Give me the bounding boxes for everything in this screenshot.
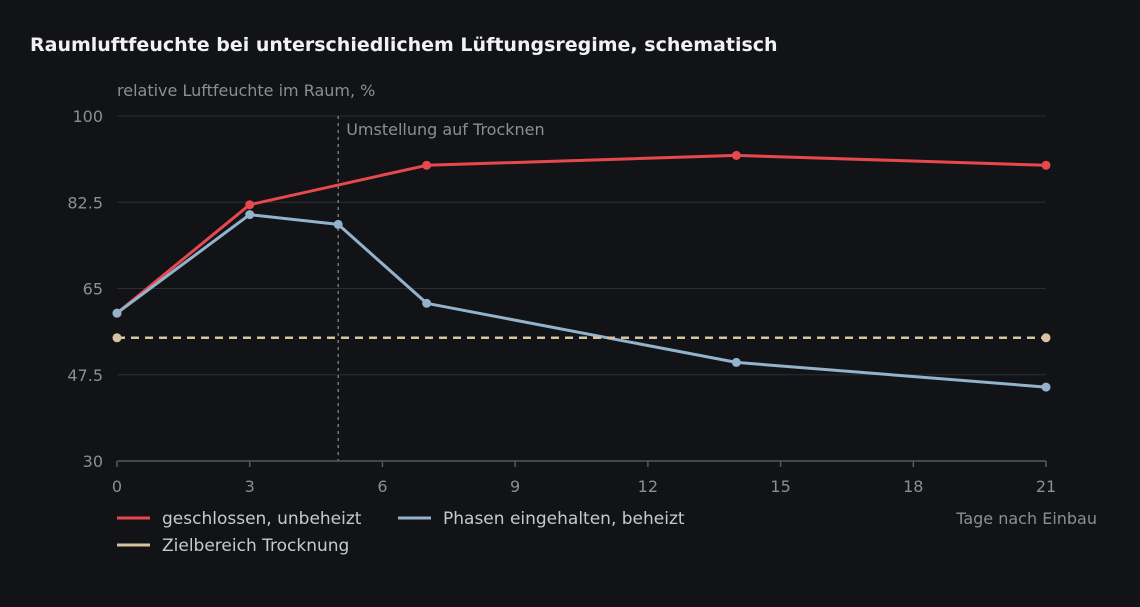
y-tick-label: 30	[83, 452, 103, 471]
data-point-phasen-eingehalten-beheizt	[333, 219, 343, 229]
legend-label: Phasen eingehalten, beheizt	[443, 509, 685, 529]
y-tick-label: 47.5	[67, 366, 103, 385]
x-tick-label: 18	[903, 477, 923, 496]
data-point-geschlossen-unbeheizt	[422, 160, 432, 170]
x-tick-label: 9	[510, 477, 520, 496]
data-point-phasen-eingehalten-beheizt	[1041, 382, 1051, 392]
y-tick-label: 65	[83, 280, 103, 299]
x-tick-label: 6	[377, 477, 387, 496]
data-point-phasen-eingehalten-beheizt	[422, 298, 432, 308]
y-tick-label: 100	[72, 107, 103, 126]
data-point-phasen-eingehalten-beheizt	[112, 308, 122, 318]
legend-item-geschlossen-unbeheizt: geschlossen, unbeheizt	[117, 509, 362, 529]
data-point-geschlossen-unbeheizt	[1041, 160, 1051, 170]
data-point-geschlossen-unbeheizt	[245, 200, 255, 210]
legend-item-phasen-eingehalten-beheizt: Phasen eingehalten, beheizt	[398, 509, 685, 529]
data-point-geschlossen-unbeheizt	[731, 150, 741, 160]
axes: 30 47.5 65 82.5 100 0 3 6 9 12 15 18 21	[67, 107, 1056, 496]
x-axis-label: Tage nach Einbau	[955, 509, 1097, 528]
data-point-zielbereich-trocknung	[1041, 333, 1051, 343]
legend-label: Zielbereich Trocknung	[162, 536, 349, 556]
legend: geschlossen, unbeheizt Phasen eingehalten…	[117, 509, 685, 556]
x-tick-label: 3	[245, 477, 255, 496]
data-point-phasen-eingehalten-beheizt	[245, 210, 255, 220]
grid	[117, 115, 1046, 376]
legend-label: geschlossen, unbeheizt	[162, 509, 362, 529]
legend-item-zielbereich-trocknung: Zielbereich Trocknung	[117, 536, 349, 556]
x-tick-label: 12	[638, 477, 658, 496]
annotation-label: Umstellung auf Trocknen	[346, 120, 544, 139]
x-tick-label: 0	[112, 477, 122, 496]
data-point-phasen-eingehalten-beheizt	[731, 357, 741, 367]
series-line-phasen-eingehalten-beheizt	[115, 213, 1048, 389]
chart-title: Raumluftfeuchte bei unterschiedlichem Lü…	[30, 34, 778, 56]
data-point-zielbereich-trocknung	[112, 333, 122, 343]
series-lines	[112, 150, 1051, 392]
series-line-geschlossen-unbeheizt	[115, 153, 1048, 315]
x-tick-label: 21	[1036, 477, 1056, 496]
y-tick-label: 82.5	[67, 193, 103, 212]
y-axis-label: relative Luftfeuchte im Raum, %	[117, 81, 375, 100]
x-tick-label: 15	[770, 477, 790, 496]
annotations: Umstellung auf Trocknen	[337, 116, 545, 461]
